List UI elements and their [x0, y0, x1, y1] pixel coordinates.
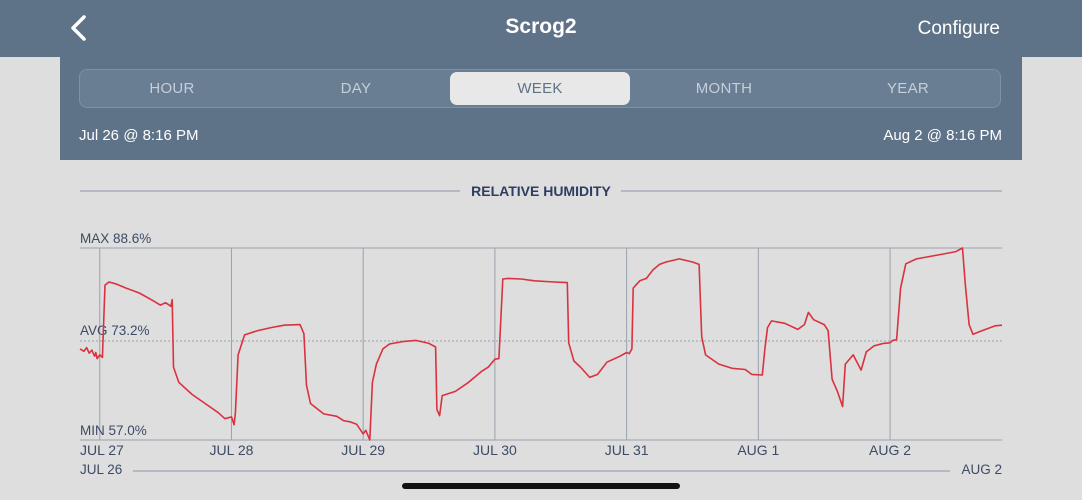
tab-month[interactable]: MONTH — [695, 80, 753, 97]
range-start-label: Jul 26 @ 8:16 PM — [79, 127, 199, 144]
x-tick-label: JUL 28 — [210, 442, 254, 458]
x-tick-label: JUL 29 — [341, 442, 385, 458]
range-panel: HOUR DAY WEEK MONTH YEAR Jul 26 @ 8:16 P… — [60, 57, 1022, 160]
overview-start-label: JUL 26 — [80, 462, 122, 477]
range-segmented-control: HOUR DAY WEEK MONTH YEAR — [79, 69, 1001, 108]
back-button[interactable] — [62, 10, 98, 46]
tab-year[interactable]: YEAR — [886, 80, 930, 97]
overview-end-label: AUG 2 — [961, 462, 1002, 477]
grid-layer — [99, 248, 891, 440]
tab-week[interactable]: WEEK — [450, 72, 630, 105]
configure-button[interactable]: Configure — [917, 18, 1000, 39]
x-axis-ticks: JUL 27 JUL 28 JUL 29 JUL 30 JUL 31 AUG 1 AUG 2 — [80, 442, 911, 458]
x-tick-label: JUL 30 — [473, 442, 517, 458]
min-label: MIN 57.0% — [80, 423, 147, 438]
home-indicator — [402, 483, 680, 489]
x-tick-label: JUL 31 — [605, 442, 649, 458]
chart-title: RELATIVE HUMIDITY — [471, 183, 611, 199]
x-tick-label: AUG 1 — [737, 442, 779, 458]
tab-hour[interactable]: HOUR — [149, 80, 195, 97]
chevron-left-icon — [71, 15, 86, 41]
x-tick-label: AUG 2 — [869, 442, 911, 458]
series-line — [79, 247, 1003, 441]
max-label: MAX 88.6% — [80, 231, 151, 246]
avg-label: AVG 73.2% — [80, 323, 150, 338]
tab-day[interactable]: DAY — [340, 80, 372, 97]
x-tick-label: JUL 27 — [80, 442, 124, 458]
range-end-label: Aug 2 @ 8:16 PM — [883, 127, 1002, 144]
